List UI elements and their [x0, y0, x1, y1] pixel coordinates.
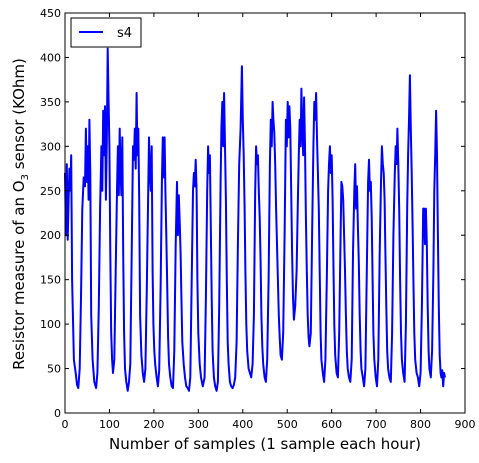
y-tick-label: 100: [40, 318, 61, 331]
y-axis-label: Resistor measure of an O3 sensor (KOhm): [10, 58, 31, 370]
y-tick-label: 150: [40, 274, 61, 287]
x-tick-label: 800: [410, 418, 431, 431]
x-tick-label: 400: [232, 418, 253, 431]
y-tick-label: 300: [40, 140, 61, 153]
plot-frame: [64, 12, 466, 414]
series-line-s4: [64, 47, 446, 392]
x-axis-label: Number of samples (1 sample each hour): [109, 435, 421, 453]
legend: s4: [70, 17, 142, 48]
plot-area: [64, 47, 446, 392]
legend-label-s4: s4: [117, 26, 132, 41]
x-tick-label: 300: [188, 418, 209, 431]
x-tick-label: 600: [321, 418, 342, 431]
axes: 0 100 200 300 400 500 600 700 800 900 0 50 100 150 200…: [40, 7, 476, 431]
x-tick-label: 200: [143, 418, 164, 431]
y-tick-label: 350: [40, 96, 61, 109]
x-tick-label: 0: [62, 418, 69, 431]
y-tick-label: 250: [40, 185, 61, 198]
x-tick-label: 700: [366, 418, 387, 431]
y-tick-label: 450: [40, 7, 61, 20]
x-tick-label: 100: [99, 418, 120, 431]
x-tick-label: 500: [277, 418, 298, 431]
y-tick-label: 50: [47, 363, 61, 376]
y-tick-label: 200: [40, 229, 61, 242]
y-tick-label: 0: [54, 407, 61, 420]
x-tick-label: 900: [455, 418, 476, 431]
y-tick-label: 400: [40, 51, 61, 64]
